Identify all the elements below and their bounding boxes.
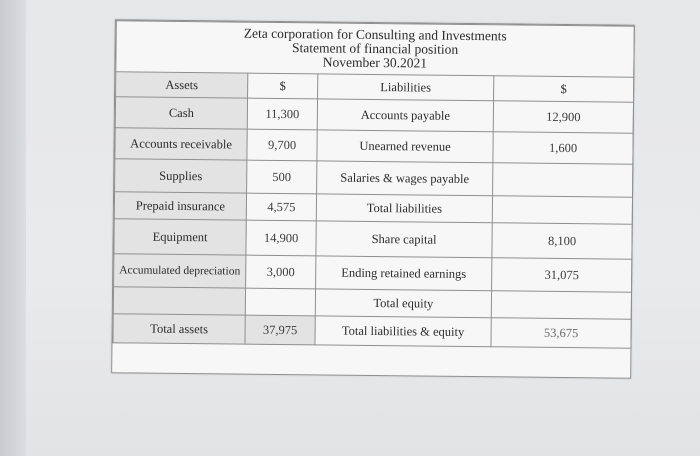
liability-label: Total liabilities bbox=[316, 193, 493, 223]
asset-amount: 37,975 bbox=[244, 315, 316, 345]
liability-amount: 12,900 bbox=[493, 100, 634, 134]
liability-label: Ending retained earnings bbox=[315, 255, 492, 291]
statement-table: Zeta corporation for Consulting and Inve… bbox=[112, 20, 635, 349]
currency-header-right: $ bbox=[493, 75, 634, 103]
liability-amount: 8,100 bbox=[491, 222, 633, 260]
liability-amount: 1,600 bbox=[492, 131, 634, 165]
asset-label: Prepaid insurance bbox=[114, 191, 247, 221]
title-row: Zeta corporation for Consulting and Inve… bbox=[115, 20, 635, 78]
liability-label: Accounts payable bbox=[317, 98, 494, 132]
liability-label: Share capital bbox=[315, 220, 493, 258]
asset-label: Accumulated depreciation bbox=[113, 253, 246, 289]
liability-label: Total equity bbox=[315, 288, 492, 318]
asset-amount: 14,900 bbox=[245, 220, 317, 256]
liability-amount bbox=[491, 290, 632, 320]
asset-label: Equipment bbox=[113, 218, 247, 256]
asset-amount: 3,000 bbox=[245, 255, 316, 289]
financial-statement-sheet: Zeta corporation for Consulting and Inve… bbox=[111, 19, 635, 379]
asset-label: Total assets bbox=[112, 313, 246, 345]
liabilities-header: Liabilities bbox=[317, 73, 494, 101]
asset-amount: 11,300 bbox=[247, 98, 318, 130]
liability-amount: 31,075 bbox=[491, 257, 632, 293]
liability-label: Unearned revenue bbox=[316, 129, 494, 163]
statement-title: Zeta corporation for Consulting and Inve… bbox=[115, 20, 635, 78]
liability-amount: 53,675 bbox=[490, 317, 632, 349]
asset-amount: 500 bbox=[246, 160, 317, 194]
liability-amount bbox=[492, 162, 633, 198]
table-row: Accumulated depreciation 3,000 Ending re… bbox=[113, 253, 632, 293]
assets-header: Assets bbox=[115, 71, 248, 99]
asset-label: Cash bbox=[115, 96, 248, 130]
liability-label: Salaries & wages payable bbox=[316, 160, 493, 196]
background-edge bbox=[0, 0, 26, 456]
asset-label: Supplies bbox=[114, 158, 247, 194]
table-row: Supplies 500 Salaries & wages payable bbox=[114, 158, 633, 198]
liability-amount bbox=[492, 195, 633, 225]
asset-amount: 4,575 bbox=[246, 193, 317, 221]
liability-label: Total liabilities & equity bbox=[314, 315, 492, 347]
asset-label: Accounts receivable bbox=[114, 127, 248, 161]
asset-label bbox=[113, 286, 246, 316]
table-row: Equipment 14,900 Share capital 8,100 bbox=[113, 218, 633, 260]
asset-amount: 9,700 bbox=[246, 129, 318, 161]
table-row: Total assets 37,975 Total liabilities & … bbox=[112, 313, 632, 349]
asset-amount bbox=[245, 288, 316, 316]
currency-header-left: $ bbox=[247, 73, 318, 99]
